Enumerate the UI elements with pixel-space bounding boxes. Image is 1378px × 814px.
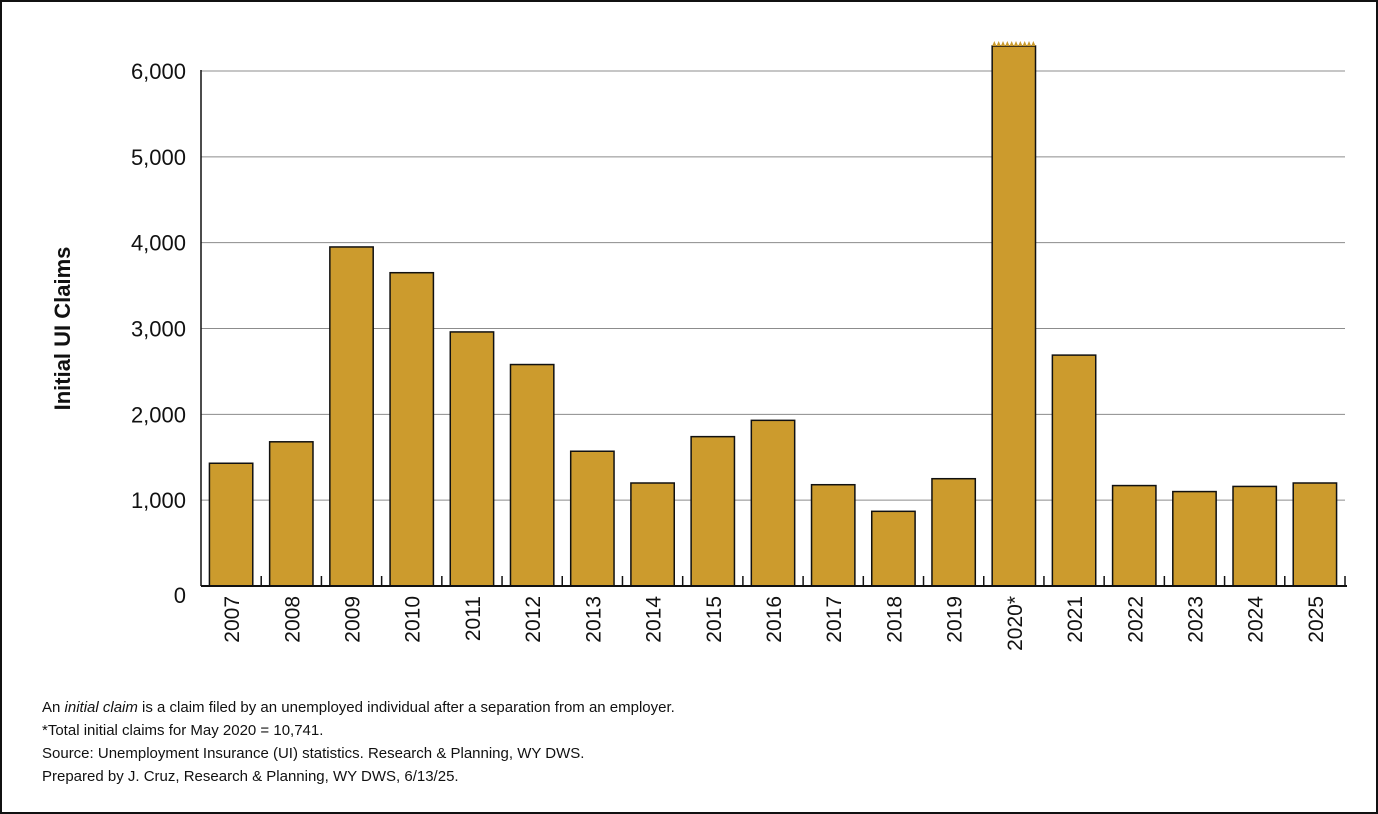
bar-2010 (389, 271, 435, 587)
x-tick-label: 2020* (1004, 596, 1027, 651)
bar-2012 (509, 363, 555, 587)
bar-2015 (690, 435, 736, 587)
y-tick-label: 2,000 (131, 402, 186, 427)
footnote: *Total initial claims for May 2020 = 10,… (42, 722, 324, 739)
x-tick-label: 2014 (643, 596, 666, 643)
x-tick-label: 2017 (823, 596, 846, 643)
x-tick-label: 2021 (1064, 596, 1087, 643)
bar-2025 (1292, 482, 1338, 587)
y-axis-label: Initial UI Claims (50, 247, 75, 411)
x-tick-label: 2011 (462, 596, 485, 641)
x-tick-label: 2015 (703, 596, 726, 643)
x-tick-label: 2007 (221, 596, 244, 643)
y-tick-label: 1,000 (131, 488, 186, 513)
bar-2008 (268, 441, 314, 587)
y-tick-label: 3,000 (131, 317, 186, 342)
bar-2016 (750, 419, 796, 587)
x-tick-label: 2019 (944, 596, 967, 643)
x-tick-label: 2008 (281, 596, 304, 643)
definition-note: An initial claim is a claim filed by an … (42, 696, 675, 719)
x-tick-label: 2025 (1305, 596, 1328, 643)
bar-2021 (1051, 354, 1097, 587)
bar-2011 (449, 331, 495, 587)
chart-notes: An initial claim is a claim filed by an … (42, 696, 675, 788)
bar-2022 (1111, 484, 1157, 587)
y-tick-label: 4,000 (131, 231, 186, 256)
bar-2019 (931, 477, 977, 587)
definition-suffix: is a claim filed by an unemployed indivi… (137, 699, 675, 716)
x-tick-label: 2016 (763, 596, 786, 643)
x-tick-label: 2018 (883, 596, 906, 643)
bar-2013 (569, 450, 615, 587)
bar-break-marker (992, 41, 1036, 46)
bar-2023 (1172, 490, 1217, 587)
definition-term: initial claim (64, 699, 138, 716)
bar-2009 (329, 246, 374, 587)
bar-chart: 0 1,000 2,000 3,000 4,000 5,000 6,000 Initial U… (50, 41, 1347, 651)
y-tick-label: 6,000 (131, 59, 186, 84)
definition-prefix: An (42, 699, 65, 716)
x-tick-label: 2012 (522, 596, 545, 643)
x-tick-label: 2024 (1245, 596, 1268, 643)
bar-2024 (1232, 485, 1278, 587)
prepared-note: Prepared by J. Cruz, Research & Planning… (42, 768, 459, 785)
y-tick-label: 5,000 (131, 145, 186, 170)
x-tick-label: 2023 (1184, 596, 1207, 643)
x-tick-label: 2013 (582, 596, 605, 643)
bar-2014 (630, 482, 676, 587)
bar-2017 (810, 483, 856, 587)
x-tick-label: 2009 (342, 596, 365, 643)
y-tick-label: 0 (174, 583, 186, 608)
bar-2018 (870, 510, 916, 587)
bar-2020 (991, 45, 1037, 587)
bar-2007 (208, 462, 254, 587)
source-note: Source: Unemployment Insurance (UI) stat… (42, 745, 585, 762)
x-tick-label: 2010 (402, 596, 425, 643)
x-tick-label: 2022 (1124, 596, 1147, 643)
